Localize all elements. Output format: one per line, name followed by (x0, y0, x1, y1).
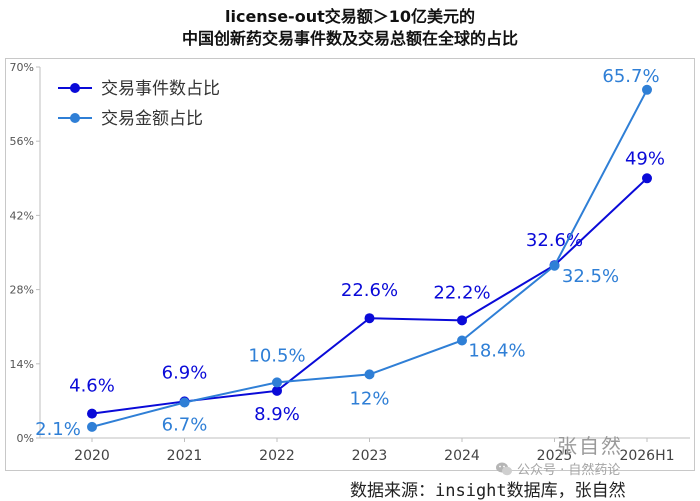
data-point (179, 397, 190, 408)
watermark-wechat-text: 公众号 · 自然药论 (517, 463, 621, 478)
data-point (642, 173, 652, 184)
y-tick-label: 70% (10, 61, 34, 74)
data-point (642, 84, 652, 95)
data-point (549, 260, 560, 271)
data-point (272, 377, 282, 388)
data-point (364, 369, 375, 380)
data-label: 32.6% (526, 230, 583, 251)
x-tick-label: 2022 (259, 448, 295, 464)
data-point (272, 385, 282, 396)
data-label: 22.2% (433, 282, 490, 303)
legend-marker (70, 113, 80, 123)
legend-marker (70, 83, 80, 93)
data-label: 22.6% (341, 280, 398, 301)
data-point (87, 421, 97, 432)
x-tick-label: 2026H1 (619, 448, 674, 464)
data-label: 32.5% (562, 266, 619, 287)
data-label: 8.9% (254, 404, 300, 425)
y-tick-label: 14% (10, 358, 34, 371)
chart-lines: 4.6% 6.9% 8.9% 22.6% 22.2% 32.6% 49% 2.1% 6.7% 10… (35, 66, 665, 440)
data-label: 12% (349, 388, 389, 409)
data-point (364, 313, 375, 324)
y-tick-label: 56% (10, 135, 34, 148)
y-tick-label: 42% (10, 209, 34, 222)
data-label: 2.1% (35, 419, 81, 440)
data-source: 数据来源：insight数据库，张自然 (350, 481, 626, 501)
data-label: 4.6% (69, 376, 115, 397)
x-tick-label: 2021 (167, 448, 203, 464)
chart-title-line2: 中国创新药交易事件数及交易总额在全球的占比 (181, 29, 518, 48)
data-label: 65.7% (602, 66, 659, 87)
y-tick-label: 0% (17, 432, 34, 445)
legend-label: 交易金额占比 (101, 109, 203, 129)
data-point (457, 335, 467, 346)
chart-axes: 0% 14% 28% 42% 56% 70% 2020 2021 2022 2023 2024 202… (10, 61, 690, 464)
chart-frame (5, 58, 695, 471)
data-point (457, 315, 467, 326)
data-label: 6.9% (162, 362, 208, 383)
data-point (87, 408, 97, 419)
x-tick-label: 2023 (352, 448, 388, 464)
x-tick-label: 2020 (74, 448, 110, 464)
data-label: 6.7% (162, 414, 208, 435)
watermark-wechat: 公众号 · 自然药论 (495, 459, 620, 478)
x-tick-label: 2024 (444, 448, 480, 464)
data-label: 49% (625, 148, 665, 169)
data-label: 18.4% (468, 340, 525, 361)
chart-title-line1: license-out交易额＞10亿美元的 (224, 7, 475, 26)
x-tick-label: 2025 (537, 448, 573, 464)
wechat-icon (496, 462, 512, 475)
watermark-author: 张自然 (557, 434, 623, 458)
y-tick-label: 28% (10, 284, 34, 297)
legend-label: 交易事件数占比 (101, 79, 220, 99)
chart-title: license-out交易额＞10亿美元的 中国创新药交易事件数及交易总额在全球… (0, 6, 700, 50)
data-label: 10.5% (248, 345, 305, 366)
